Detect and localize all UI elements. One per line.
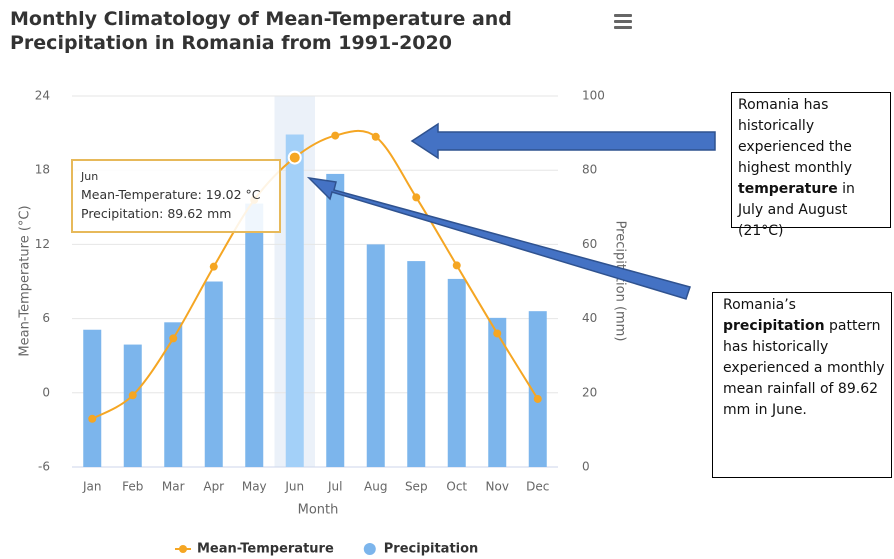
y-tick-label: 0 xyxy=(42,385,50,399)
x-tick-label: May xyxy=(242,480,267,494)
point xyxy=(412,193,421,202)
legend-symbol xyxy=(363,543,376,555)
y-tick-label: -6 xyxy=(38,460,50,474)
menu-icon[interactable] xyxy=(614,14,632,29)
x-tick-label: Dec xyxy=(526,480,549,494)
x-tick-label: Feb xyxy=(122,480,143,494)
point xyxy=(533,394,542,403)
x-axis-label: Month xyxy=(298,503,339,518)
tooltip-title: Jun xyxy=(81,170,99,183)
x-tick-label: Apr xyxy=(203,480,224,494)
y2-axis-label: Precipitation (mm) xyxy=(613,221,628,342)
bar xyxy=(285,134,304,467)
y2-tick-label: 60 xyxy=(582,237,597,251)
x-tick-label: Aug xyxy=(364,480,387,494)
y-axis-label: Mean-Temperature (°C) xyxy=(18,205,33,356)
annotation-text: pattern has historically experienced a m… xyxy=(723,318,885,418)
x-tick-label: Jul xyxy=(327,480,342,494)
y2-tick-label: 0 xyxy=(582,460,590,474)
point xyxy=(331,131,340,140)
bar xyxy=(447,278,466,467)
y2-tick-label: 40 xyxy=(582,311,597,325)
bar xyxy=(204,281,223,467)
arrows xyxy=(306,122,716,300)
bar xyxy=(245,203,264,467)
legend-label: Mean-Temperature xyxy=(197,542,334,557)
y-tick-label: 6 xyxy=(42,311,50,325)
y2-tick-label: 80 xyxy=(582,163,597,177)
x-tick-label: Mar xyxy=(162,480,185,494)
bar xyxy=(407,261,426,467)
bar xyxy=(123,344,142,467)
point xyxy=(169,334,178,343)
point xyxy=(493,329,502,338)
x-tick-label: Jan xyxy=(82,480,102,494)
annotation-text: Romania’s xyxy=(723,297,796,313)
annotation: Romania has historically experienced the… xyxy=(731,92,891,239)
annotation-text: in July and August (21°C) xyxy=(738,181,855,239)
tooltip-line: Precipitation: 89.62 mm xyxy=(81,206,232,221)
tooltip-line: Mean-Temperature: 19.02 °C xyxy=(81,187,261,202)
annotation: Romania’s precipitation pattern has hist… xyxy=(712,292,892,478)
y-tick-label: 12 xyxy=(35,237,50,251)
annotation-text: temperature xyxy=(738,181,838,197)
y2-tick-label: 20 xyxy=(582,385,597,399)
x-tick-label: Nov xyxy=(486,480,509,494)
point xyxy=(287,150,302,165)
x-tick-label: Jun xyxy=(284,480,304,494)
point xyxy=(88,414,97,423)
chart-title: Monthly Climatology of Mean-Temperature … xyxy=(10,8,512,54)
bar xyxy=(528,311,547,467)
bar xyxy=(488,317,507,467)
bar xyxy=(326,173,345,467)
annotation-text: Romania has historically experienced the… xyxy=(738,97,852,176)
bar xyxy=(83,329,102,467)
point xyxy=(128,391,137,400)
point xyxy=(371,132,380,141)
y-tick-label: 18 xyxy=(35,163,50,177)
annotation-text: precipitation xyxy=(723,318,825,334)
legend-symbol xyxy=(179,545,187,553)
y2-tick-label: 100 xyxy=(582,89,605,103)
x-tick-label: Oct xyxy=(446,480,467,494)
bar xyxy=(366,244,385,467)
legend-label: Precipitation xyxy=(384,542,479,557)
point xyxy=(209,262,218,271)
point xyxy=(452,261,461,270)
tooltip: Jun Mean-Temperature: 19.02 °C Precipita… xyxy=(71,159,281,233)
y-tick-label: 24 xyxy=(35,89,50,103)
x-tick-label: Sep xyxy=(405,480,428,494)
bar xyxy=(164,322,183,467)
